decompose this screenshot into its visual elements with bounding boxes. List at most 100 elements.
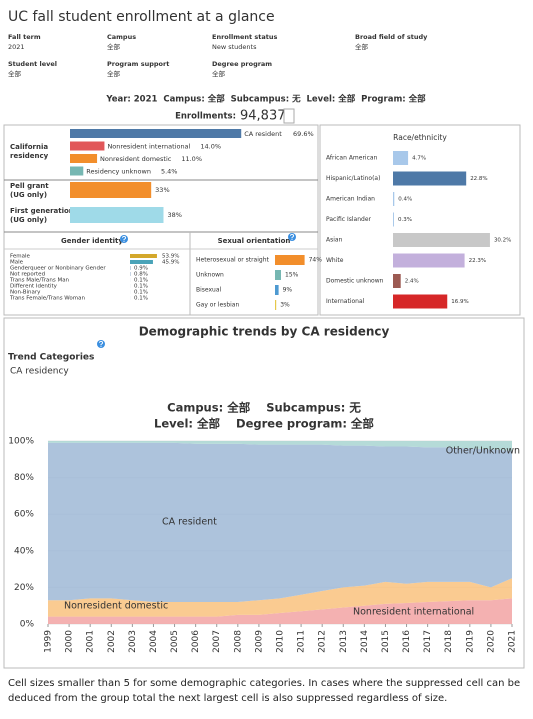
y-tick-label: 80% [14,473,34,483]
x-tick-label: 1999 [44,630,54,653]
panel-title: Pell grant [10,182,49,190]
series-label: CA resident [162,517,217,528]
bar-category: Non-Binary [10,290,41,296]
value-label: 0.8% [134,272,148,278]
bar [393,233,490,247]
y-tick-label: 0% [20,620,35,630]
bar-category: Gay or lesbian [196,302,239,309]
x-tick-label: 2002 [107,630,117,653]
bar [70,129,242,138]
bar-category: Trans Male/Trans Man [9,278,70,284]
value-label: 69.6% [293,130,314,138]
filter-value: 全部 [355,42,369,51]
bar-category: American Indian [326,196,375,203]
race-panel [319,124,521,316]
value-label: 30.2% [494,238,511,244]
x-tick-label: 2014 [360,630,370,653]
filter-label: Program support [107,60,169,68]
value-label: 38% [167,211,181,219]
filter-label: Broad field of study [355,33,428,41]
bar [393,253,465,268]
x-tick-label: 2007 [212,630,222,653]
filter-value: 全部 [212,69,226,78]
x-tick-label: 2017 [423,630,433,653]
bar-category: International [326,298,365,305]
x-tick-label: 2012 [318,630,328,653]
bar-category: Pacific Islander [326,216,372,223]
value-label: 11.0% [181,155,202,163]
value-label: 15% [285,272,299,279]
summary-line: Year: 2021 Campus: 全部 Subcampus: 无 Level… [105,94,426,105]
chart-subtitle: Level: 全部 Degree program: 全部 [154,417,374,431]
footnote: Cell sizes smaller than 5 for some demog… [8,678,521,704]
x-tick-label: 2018 [444,630,454,653]
bar-category: Female [10,254,31,260]
chart-title: Demographic trends by CA residency [139,325,390,339]
series-label: Nonresident domestic [64,601,168,612]
bar-category: Genderqueer or Nonbinary Gender [10,266,106,272]
bar [275,270,281,280]
bar [393,294,448,309]
left-panel [3,124,319,316]
y-tick-label: 20% [14,583,34,593]
value-label: 16.9% [451,299,468,305]
bar-category: African American [326,155,378,162]
value-label: 0.1% [134,284,148,290]
bar-category: Domestic unknown [326,278,384,285]
bar [70,154,98,163]
panel-title: Sexual orientation [218,237,291,245]
bar [393,151,409,165]
value-label: 0.1% [134,296,148,302]
bar-category: Trans Female/Trans Woman [9,296,86,302]
bar-category: Asian [326,237,343,244]
enrollments-label: Enrollments: [175,112,236,122]
bar-category: Not reported [10,272,45,278]
page-title: UC fall student enrollment at a glance [8,9,275,25]
bar-category: Bisexual [196,287,222,294]
bar-category: Unknown [196,272,224,279]
bar [275,285,279,295]
filter-value: 全部 [8,69,22,78]
value-label: 45.9% [162,260,179,266]
x-tick-label: 2006 [191,630,201,653]
area [48,441,512,451]
filter-label: Enrollment status [212,33,277,41]
x-tick-label: 2005 [170,630,180,653]
bar [130,254,157,258]
area [48,598,512,624]
panel-title: Race/ethnicity [393,133,447,142]
x-tick-label: 2001 [86,630,96,653]
x-tick-label: 2000 [65,630,75,653]
x-tick-label: 2003 [128,630,138,653]
value-label: 4.7% [412,156,426,162]
trend-panel [3,317,525,669]
filter-value: New students [212,43,257,51]
value-label: 2.4% [405,279,419,285]
bar-category: Different Identity [10,284,58,290]
panel-title: (UG only) [10,216,47,224]
bar [393,171,467,186]
value-label: 33% [155,186,169,194]
panel-title: residency [10,152,49,160]
bar-category: Heterosexual or straight [196,257,270,264]
value-label: 0.1% [134,278,148,284]
bar-category: Residency unknown [86,168,151,176]
bar [70,141,105,151]
x-tick-label: 2015 [381,630,391,653]
value-label: 0.3% [398,217,412,223]
bar [70,166,84,176]
x-tick-label: 2016 [402,630,412,653]
value-label: 22.3% [469,258,486,264]
bar-category: CA resident [244,130,282,138]
filter-label: Student level [8,60,57,68]
x-tick-label: 2020 [486,630,496,653]
bar [70,207,164,223]
bar-category: Male [10,260,24,266]
bar [70,182,152,198]
bar-category: White [326,257,344,264]
y-tick-label: 40% [14,546,34,556]
bar [275,300,277,310]
help-icon-glyph [123,240,125,242]
